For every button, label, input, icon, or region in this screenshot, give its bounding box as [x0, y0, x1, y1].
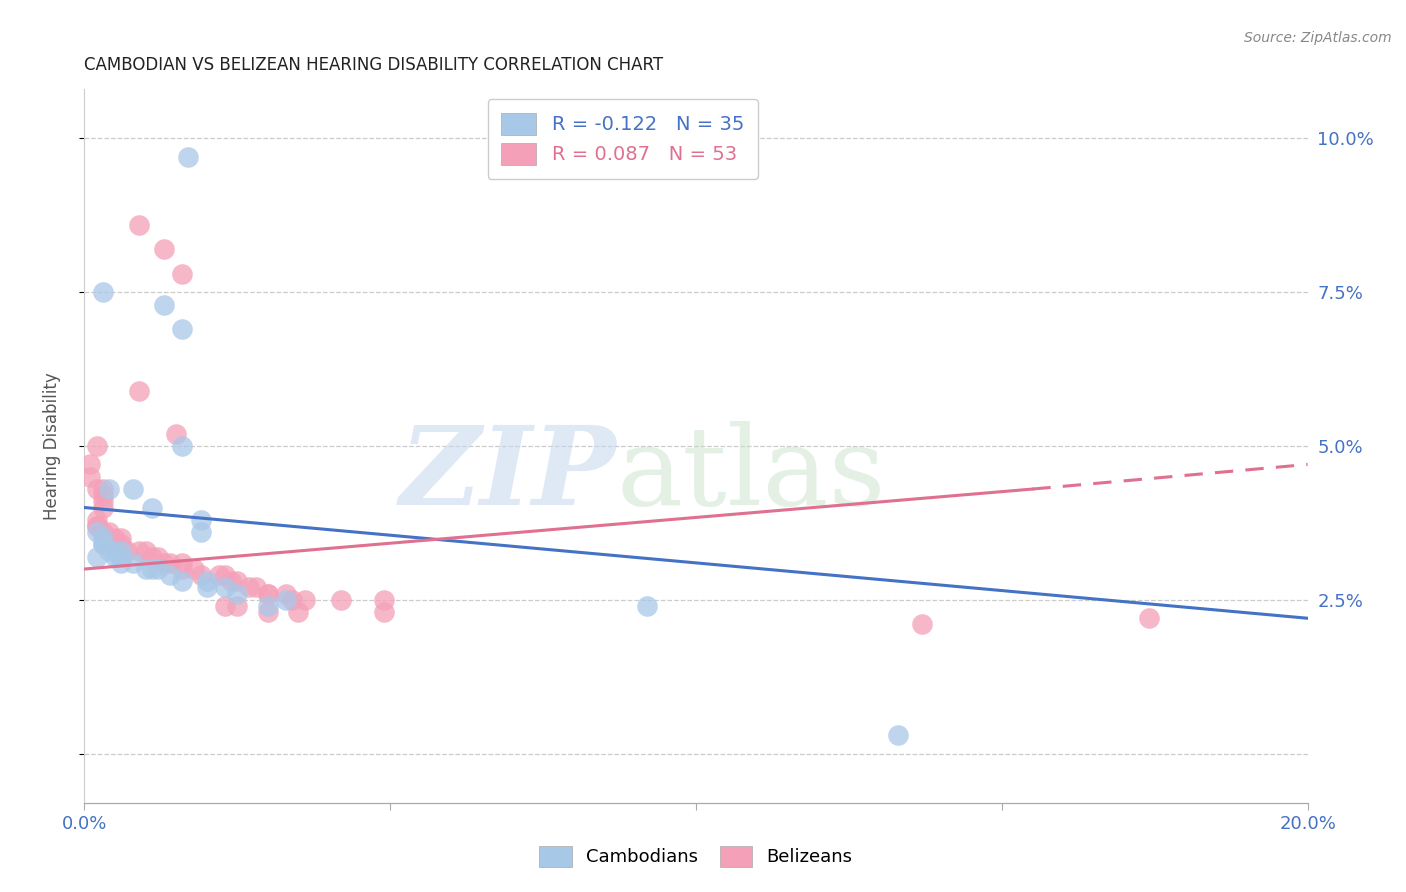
Point: [257, 599, 280, 613]
Point: [190, 525, 212, 540]
Point: [86, 513, 108, 527]
Point: [128, 543, 150, 558]
Point: [104, 531, 127, 545]
Text: atlas: atlas: [616, 421, 886, 528]
Point: [146, 562, 169, 576]
Point: [159, 568, 181, 582]
Point: [636, 599, 658, 613]
Point: [135, 562, 157, 576]
Point: [122, 556, 145, 570]
Point: [91, 525, 114, 540]
Point: [97, 482, 120, 496]
Y-axis label: Hearing Disability: Hearing Disability: [42, 372, 60, 520]
Point: [294, 592, 316, 607]
Point: [91, 537, 114, 551]
Point: [238, 581, 260, 595]
Point: [219, 574, 242, 589]
Point: [257, 587, 280, 601]
Point: [153, 297, 176, 311]
Point: [79, 458, 101, 472]
Point: [281, 592, 304, 607]
Point: [135, 543, 157, 558]
Point: [257, 587, 280, 601]
Point: [1137, 611, 1160, 625]
Point: [110, 549, 132, 564]
Point: [887, 728, 910, 742]
Point: [153, 556, 176, 570]
Point: [226, 599, 249, 613]
Point: [128, 218, 150, 232]
Point: [141, 549, 163, 564]
Point: [276, 587, 298, 601]
Point: [330, 592, 353, 607]
Point: [141, 500, 163, 515]
Point: [86, 525, 108, 540]
Point: [287, 605, 309, 619]
Point: [195, 581, 218, 595]
Text: ZIP: ZIP: [399, 421, 616, 528]
Point: [115, 543, 138, 558]
Point: [159, 556, 181, 570]
Point: [86, 482, 108, 496]
Point: [146, 549, 169, 564]
Point: [172, 562, 194, 576]
Point: [110, 543, 132, 558]
Point: [104, 543, 127, 558]
Point: [104, 549, 127, 564]
Point: [91, 500, 114, 515]
Point: [172, 556, 194, 570]
Point: [172, 267, 194, 281]
Point: [214, 581, 236, 595]
Point: [86, 549, 108, 564]
Point: [122, 482, 145, 496]
Point: [141, 562, 163, 576]
Point: [190, 568, 212, 582]
Text: CAMBODIAN VS BELIZEAN HEARING DISABILITY CORRELATION CHART: CAMBODIAN VS BELIZEAN HEARING DISABILITY…: [84, 56, 664, 74]
Point: [91, 531, 114, 545]
Point: [911, 617, 934, 632]
Point: [226, 587, 249, 601]
Point: [91, 537, 114, 551]
Point: [110, 531, 132, 545]
Point: [373, 592, 395, 607]
Point: [79, 469, 101, 483]
Point: [183, 562, 205, 576]
Legend: Cambodians, Belizeans: Cambodians, Belizeans: [527, 833, 865, 880]
Point: [172, 322, 194, 336]
Point: [128, 384, 150, 398]
Point: [91, 494, 114, 508]
Point: [91, 482, 114, 496]
Point: [86, 519, 108, 533]
Point: [177, 150, 200, 164]
Point: [110, 537, 132, 551]
Point: [97, 525, 120, 540]
Point: [165, 426, 187, 441]
Point: [214, 568, 236, 582]
Point: [195, 574, 218, 589]
Point: [91, 285, 114, 300]
Point: [245, 581, 267, 595]
Point: [153, 242, 176, 256]
Point: [97, 543, 120, 558]
Point: [373, 605, 395, 619]
Point: [172, 439, 194, 453]
Point: [91, 488, 114, 502]
Point: [214, 599, 236, 613]
Point: [86, 519, 108, 533]
Point: [226, 574, 249, 589]
Point: [97, 537, 120, 551]
Point: [110, 556, 132, 570]
Point: [86, 439, 108, 453]
Text: Source: ZipAtlas.com: Source: ZipAtlas.com: [1244, 31, 1392, 45]
Point: [276, 592, 298, 607]
Point: [257, 605, 280, 619]
Point: [208, 568, 231, 582]
Point: [172, 574, 194, 589]
Point: [190, 513, 212, 527]
